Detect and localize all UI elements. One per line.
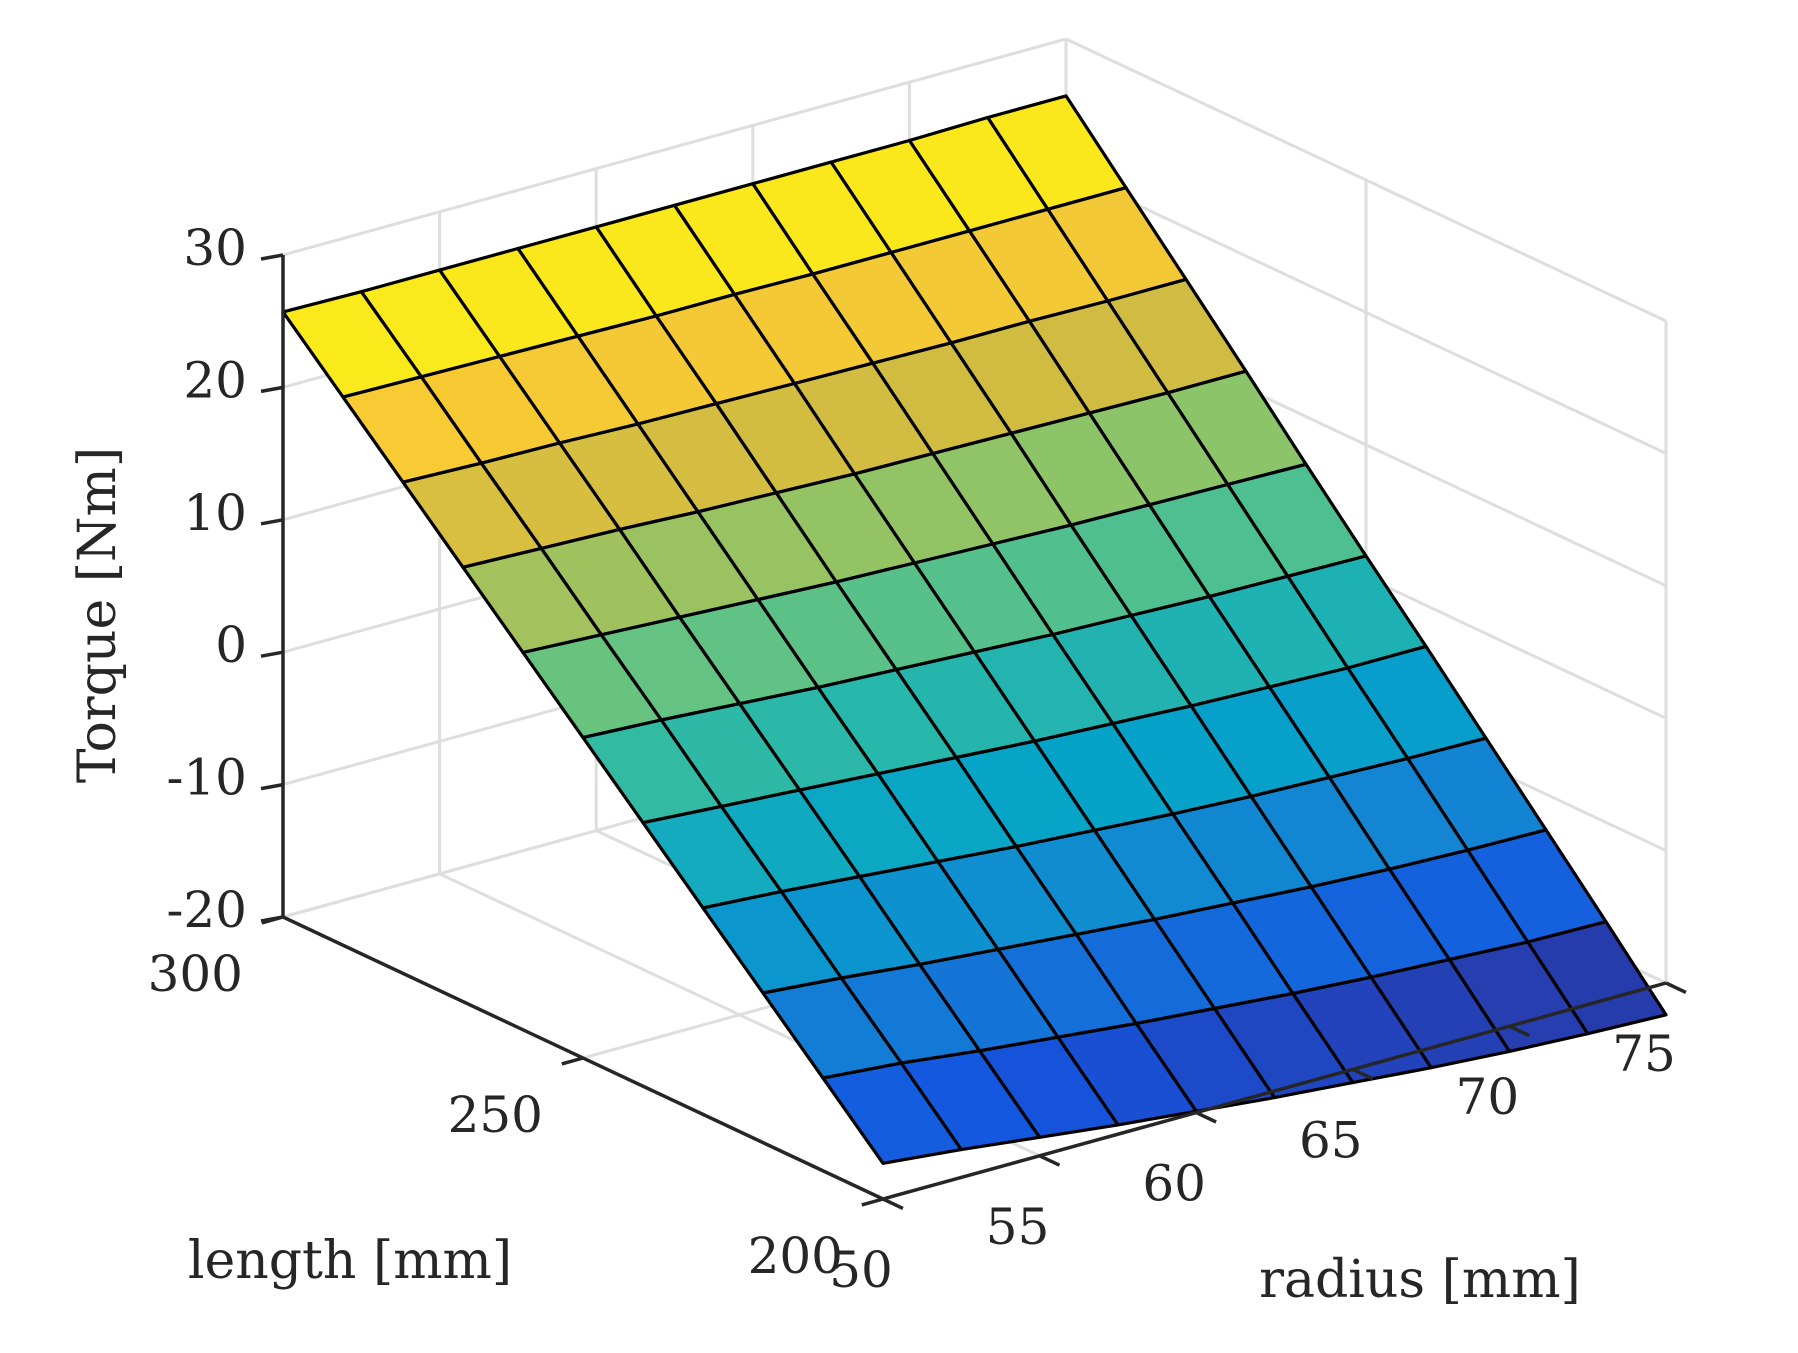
x-tick-4 <box>1508 1024 1531 1038</box>
y-tick-0 <box>861 1197 884 1207</box>
grid-line-side-z-5 <box>1065 37 1667 323</box>
z-tick-3 <box>260 518 284 526</box>
x-tick-label-1: 55 <box>986 1198 1050 1256</box>
x-tick-5 <box>1665 981 1687 994</box>
x-tick-1 <box>1038 1154 1061 1167</box>
x-tick-label-2: 60 <box>1142 1155 1206 1213</box>
z-tick-label-4: 20 <box>183 351 247 409</box>
surface-face-r0-l0 <box>821 1061 963 1165</box>
z-axis-title: Torque [Nm] <box>68 447 128 783</box>
z-tick-label-0: -20 <box>166 881 247 939</box>
x-tick-label-3: 65 <box>1299 1111 1363 1169</box>
x-tick-3 <box>1352 1067 1374 1081</box>
x-axis-title: radius [mm] <box>1259 1250 1581 1310</box>
z-tick-0 <box>260 915 284 923</box>
x-tick-label-0: 50 <box>829 1241 893 1299</box>
z-tick-5 <box>260 253 284 261</box>
y-tick-label-1: 250 <box>448 1086 543 1144</box>
z-tick-1 <box>260 782 284 791</box>
x-tick-0 <box>882 1197 904 1210</box>
z-tick-4 <box>260 385 284 394</box>
z-tick-label-3: 10 <box>183 484 247 542</box>
z-tick-label-5: 30 <box>183 219 247 277</box>
x-tick-label-4: 70 <box>1456 1068 1520 1126</box>
z-tick-label-2: 0 <box>215 616 247 674</box>
x-tick-label-5: 75 <box>1612 1025 1676 1083</box>
y-tick-label-0: 200 <box>748 1227 843 1285</box>
grid-line-side-z-4 <box>1065 170 1667 455</box>
y-tick-label-2: 300 <box>148 945 243 1003</box>
x-tick-2 <box>1195 1111 1217 1124</box>
axis-layer: 50 55 60 65 70 75 200 250 300 -20 -10 0 10 20 30 <box>148 219 1687 1299</box>
y-axis-title: length [mm] <box>188 1231 512 1291</box>
z-tick-2 <box>260 650 284 658</box>
grid-line-back-z-5 <box>282 37 1067 257</box>
z-tick-label-1: -10 <box>166 749 247 807</box>
surface-layer <box>281 94 1668 1165</box>
y-tick-1 <box>561 1056 584 1066</box>
